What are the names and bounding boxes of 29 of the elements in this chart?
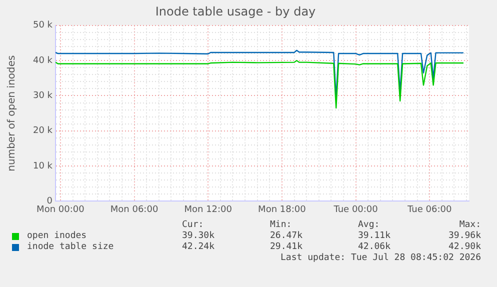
legend-label: open inodes <box>27 231 87 241</box>
x-tick-label: Mon 06:00 <box>110 204 158 215</box>
text: 39.11k <box>358 231 392 241</box>
y-tick-label: 0 <box>46 196 53 207</box>
text: Cur: <box>182 220 205 230</box>
text: 42.90k <box>447 242 481 252</box>
x-tick-label: Tue 00:00 <box>332 204 378 215</box>
legend-label: inode table size <box>27 242 114 252</box>
text: Min: <box>270 220 293 230</box>
text: Last update: Tue Jul 28 08:45:02 2026 <box>280 253 481 263</box>
chart-title: Inode table usage - by day <box>155 4 316 18</box>
x-tick-label: Mon 18:00 <box>258 204 306 215</box>
y-tick-label: 40 k <box>32 56 54 66</box>
x-tick-label: Mon 00:00 <box>36 204 85 215</box>
x-tick-label: Mon 12:00 <box>184 204 232 215</box>
text: 29.41k <box>270 242 304 252</box>
y-axis-title: number of open inodes <box>6 55 18 172</box>
text: 42.06k <box>358 242 392 252</box>
x-tick-label: Tue 06:00 <box>406 204 452 215</box>
y-tick-label: 30 k <box>32 91 54 102</box>
text: 26.47k <box>270 231 304 241</box>
y-tick-label: 50 k <box>32 20 54 31</box>
y-tick-label: 10 k <box>32 161 54 172</box>
text: 39.30k <box>182 231 216 241</box>
text: 39.96k <box>447 231 481 241</box>
text: 42.24k <box>182 242 216 252</box>
text: Avg: <box>358 220 381 230</box>
text: Max: <box>458 220 481 230</box>
y-tick-label: 20 k <box>32 126 54 136</box>
